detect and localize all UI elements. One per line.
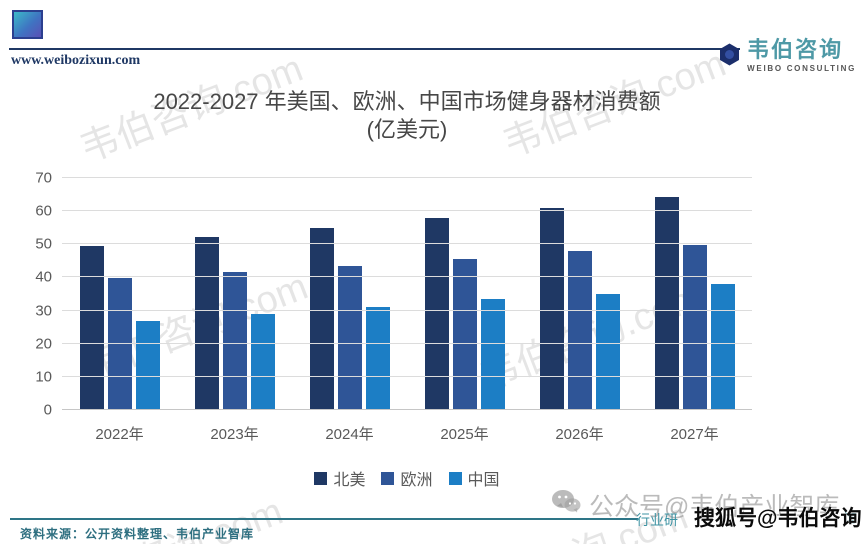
legend-item-中国: 中国 — [448, 466, 500, 490]
bar-北美 — [654, 197, 679, 410]
industry-text-fragment: 行业研 — [636, 512, 678, 528]
y-tick-label: 50 — [35, 235, 52, 253]
y-tick-label: 30 — [35, 302, 52, 320]
x-tick-label: 2022年 — [95, 426, 144, 443]
brand-name-en: WEIBO CONSULTING — [747, 64, 856, 73]
bar-group — [637, 178, 752, 410]
sohu-stamp: 搜狐号@韦伯咨询 — [694, 507, 862, 530]
bar-欧洲 — [107, 278, 132, 410]
website-url: www.weibozixun.com — [11, 53, 141, 68]
legend: 北美 欧洲 中国 — [62, 466, 752, 490]
legend-swatch-icon — [314, 471, 328, 485]
bar-group — [62, 178, 177, 410]
gridline — [62, 309, 752, 311]
bar-groups — [62, 178, 752, 410]
wechat-watermark-text: 公众号@韦伯产业智库 — [589, 493, 840, 521]
chart-title-line1: 2022-2027 年美国、欧洲、中国市场健身器材消费额 — [153, 89, 661, 114]
x-tick-label: 2023年 — [210, 426, 259, 443]
brand-logo: 韦伯咨询 WEIBO CONSULTING — [719, 38, 856, 73]
footer-divider-line — [10, 518, 638, 520]
y-axis-labels: 0 10 20 30 40 50 60 70 — [0, 170, 52, 419]
gridline — [62, 375, 752, 377]
gridline — [62, 342, 752, 344]
y-tick-label: 20 — [35, 335, 52, 353]
y-tick-label: 60 — [35, 202, 52, 220]
plot-area — [62, 177, 752, 410]
gradient-square-logo — [12, 10, 43, 39]
legend-label: 中国 — [467, 472, 500, 489]
bar-欧洲 — [222, 272, 247, 410]
y-tick-label: 40 — [35, 268, 52, 286]
bar-group — [407, 178, 522, 410]
y-tick-label: 10 — [35, 368, 52, 386]
wechat-watermark: 公众号@韦伯产业智库 — [551, 487, 839, 523]
brand-name-cn: 韦伯咨询 — [747, 37, 844, 62]
x-tick-label: 2024年 — [325, 426, 374, 443]
gridline — [62, 243, 752, 245]
chart-title-line2: (亿美元) — [366, 117, 448, 142]
legend-swatch-icon — [448, 471, 462, 485]
legend-label: 欧洲 — [400, 472, 433, 489]
hexagon-logo-icon — [719, 43, 740, 71]
y-tick-label: 70 — [35, 169, 52, 187]
bar-中国 — [710, 284, 735, 410]
bar-欧洲 — [567, 250, 592, 410]
chart-title: 2022-2027 年美国、欧洲、中国市场健身器材消费额 (亿美元) — [62, 88, 752, 144]
bar-北美 — [194, 236, 219, 410]
bar-欧洲 — [682, 244, 707, 410]
wechat-icon — [551, 489, 581, 522]
x-tick-label: 2026年 — [555, 426, 604, 443]
bar-中国 — [135, 320, 160, 410]
bar-中国 — [250, 313, 275, 410]
bar-欧洲 — [337, 266, 362, 410]
bar-北美 — [79, 245, 104, 410]
legend-item-欧洲: 欧洲 — [381, 466, 433, 490]
x-axis-labels: 2022年 2023年 2024年 2025年 2026年 2027年 — [62, 423, 752, 444]
data-source-note: 资料来源：公开资料整理、韦伯产业智库 — [20, 527, 255, 541]
header-divider-line — [9, 48, 740, 50]
bar-北美 — [424, 217, 449, 410]
legend-label: 北美 — [333, 472, 366, 489]
bar-中国 — [480, 298, 505, 410]
x-tick-label: 2025年 — [440, 426, 489, 443]
bar-group — [177, 178, 292, 410]
bar-欧洲 — [452, 258, 477, 410]
bar-group — [292, 178, 407, 410]
bar-中国 — [365, 307, 390, 410]
x-tick-label: 2027年 — [670, 426, 719, 443]
bar-北美 — [309, 227, 334, 410]
gridline — [62, 210, 752, 212]
gridline — [62, 276, 752, 278]
y-tick-label: 0 — [43, 401, 52, 419]
legend-item-北美: 北美 — [314, 466, 365, 490]
gridline — [62, 409, 752, 410]
legend-swatch-icon — [381, 471, 395, 485]
gridline — [62, 177, 752, 178]
industry-text-fragment: 询 — [843, 510, 857, 526]
bar-中国 — [595, 294, 620, 410]
